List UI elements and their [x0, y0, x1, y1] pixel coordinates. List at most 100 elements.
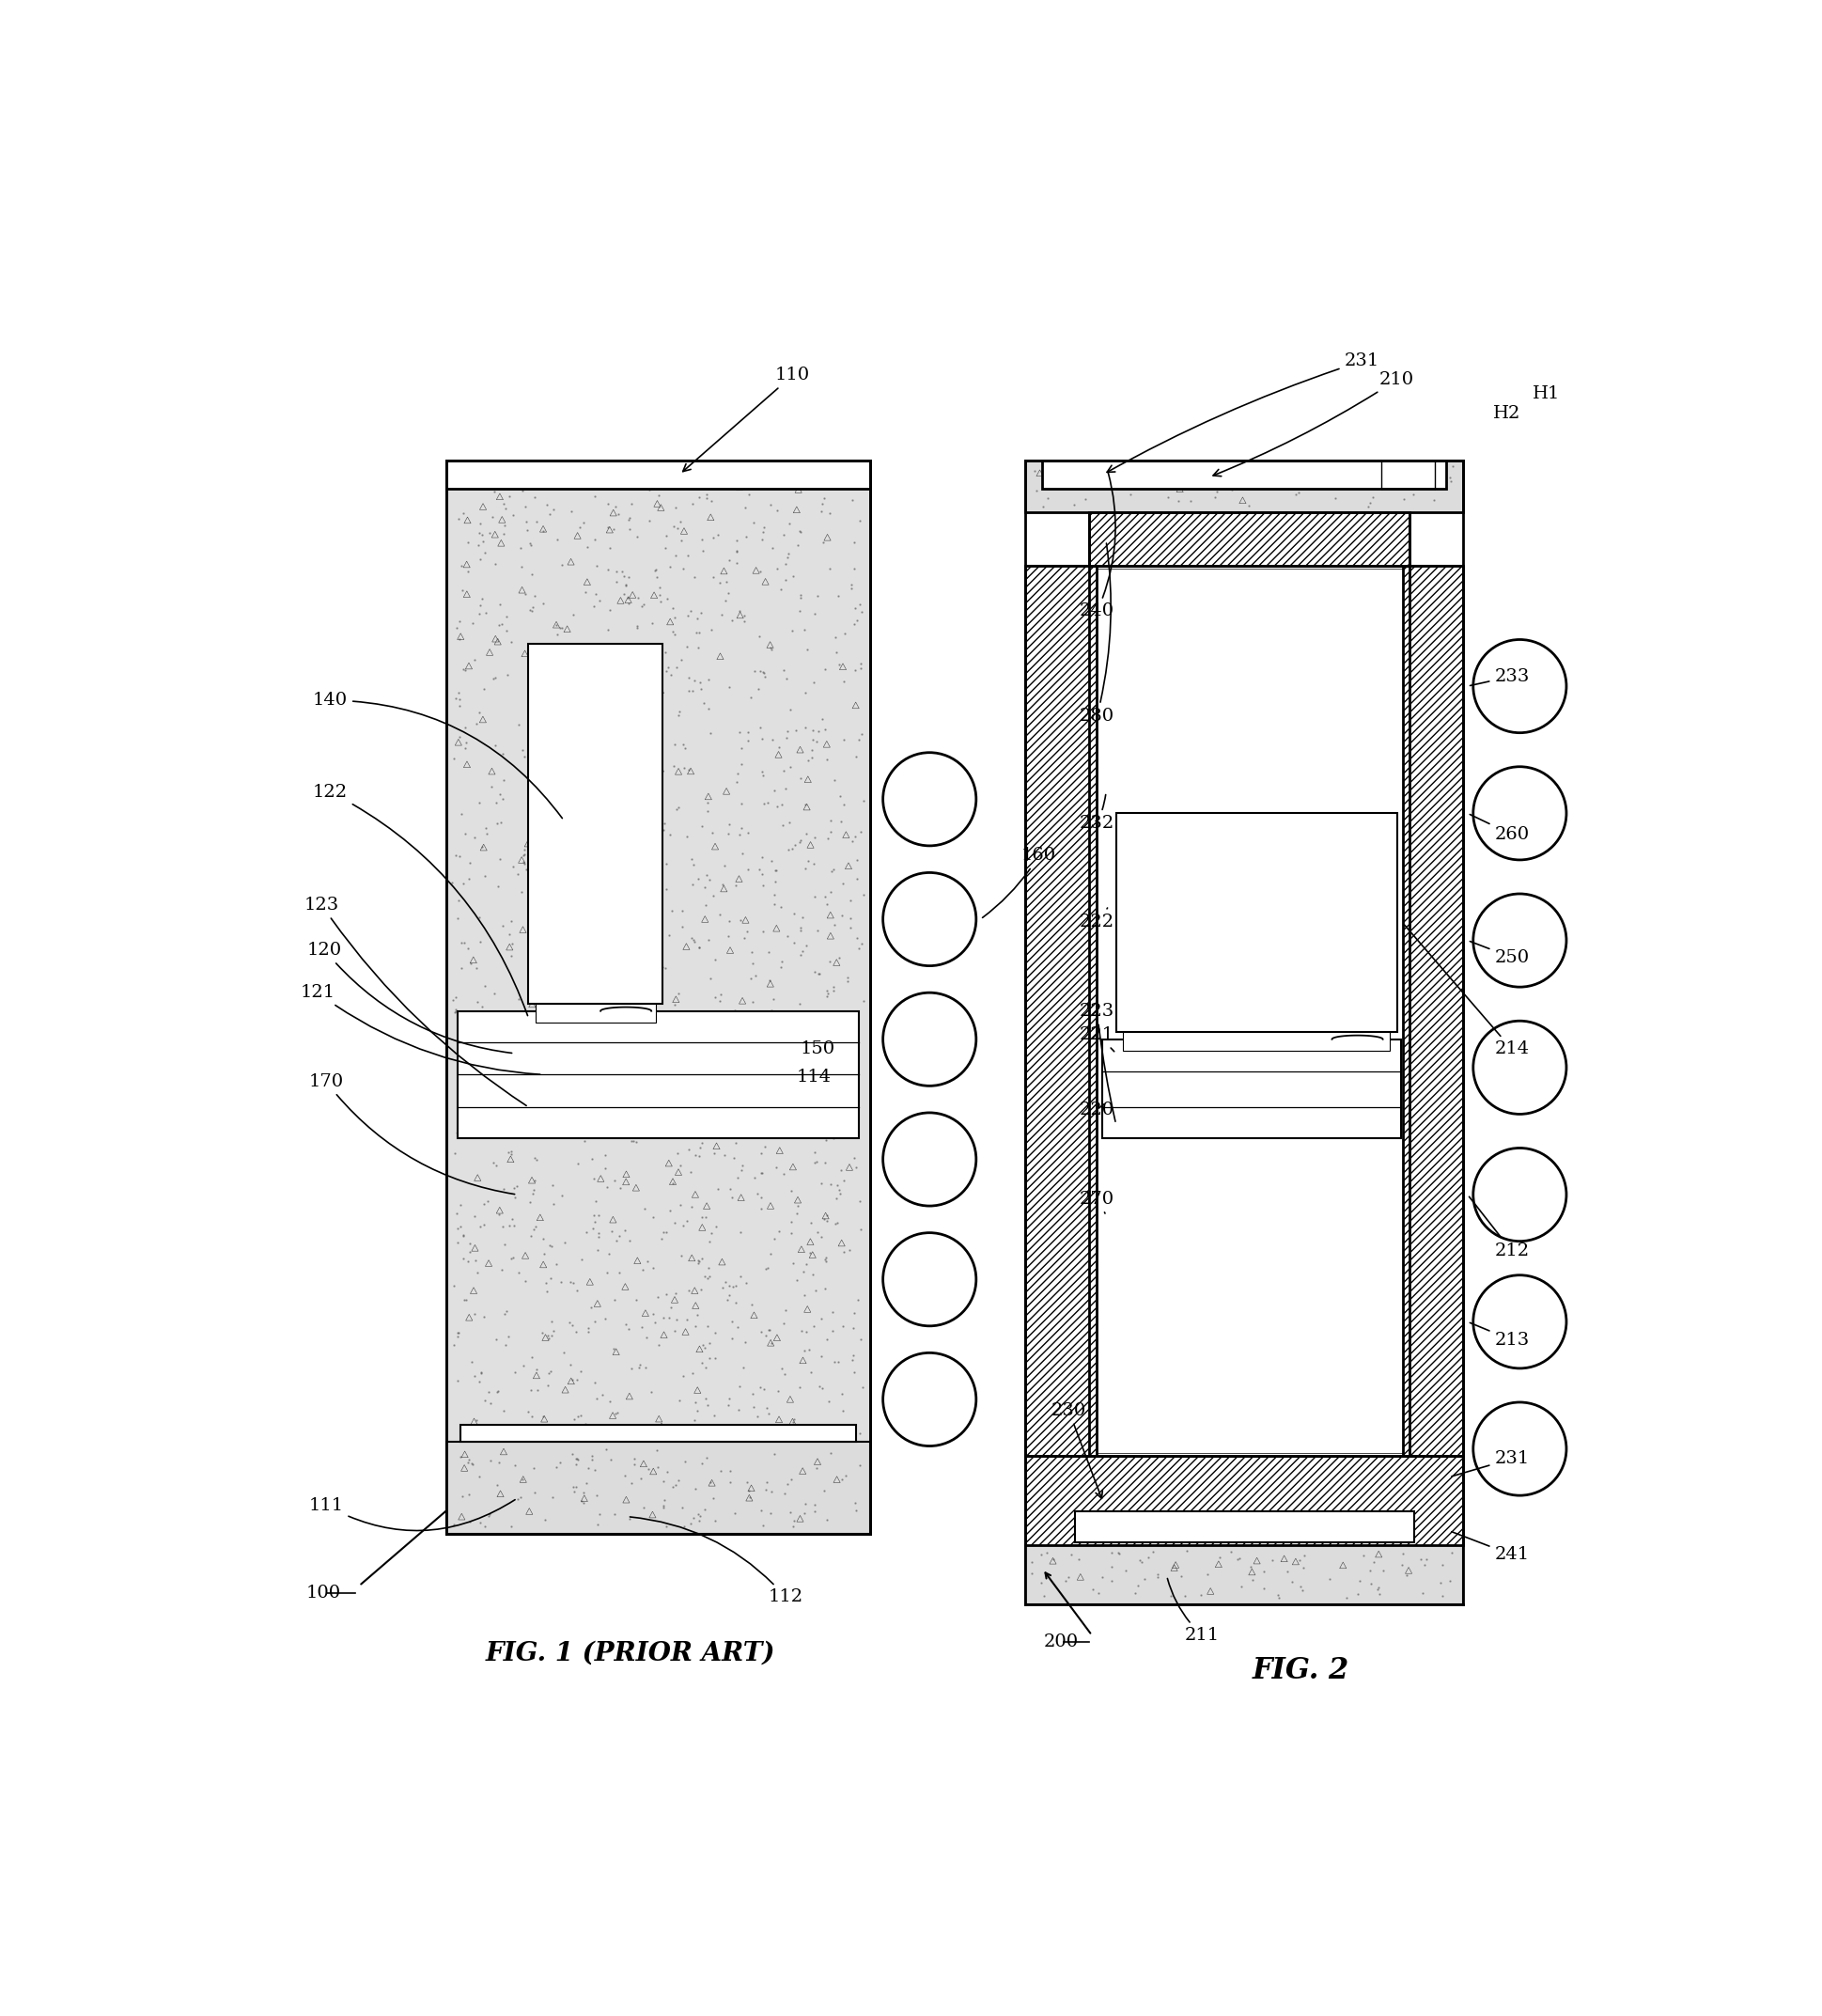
- Point: [490, 1298, 519, 1331]
- Point: [840, 593, 869, 625]
- Point: [514, 865, 543, 897]
- Point: [847, 927, 876, 960]
- Point: [1133, 1542, 1162, 1574]
- Point: [789, 935, 818, 968]
- Point: [769, 518, 798, 550]
- Point: [1250, 1572, 1279, 1605]
- Point: [619, 1447, 649, 1480]
- Point: [747, 1137, 776, 1169]
- Point: [692, 1389, 722, 1421]
- Point: [609, 708, 638, 740]
- Point: [692, 1441, 722, 1474]
- Point: [722, 869, 751, 901]
- Point: [825, 941, 855, 974]
- Point: [459, 643, 488, 675]
- Point: [683, 1248, 712, 1280]
- Point: [543, 1482, 572, 1514]
- Point: [594, 488, 623, 520]
- Point: [623, 776, 652, 808]
- Point: [691, 889, 720, 921]
- Point: [443, 1365, 472, 1397]
- Point: [528, 694, 558, 726]
- Point: [1164, 486, 1193, 518]
- Point: [791, 818, 820, 851]
- Point: [798, 724, 827, 756]
- Point: [760, 774, 789, 806]
- Point: [712, 1284, 742, 1316]
- Point: [497, 1042, 527, 1075]
- Point: [681, 1139, 711, 1171]
- Point: [785, 988, 814, 1020]
- Point: [654, 452, 683, 484]
- Point: [778, 560, 807, 593]
- Point: [1274, 462, 1303, 494]
- Point: [1399, 478, 1428, 510]
- Point: [603, 498, 632, 530]
- Point: [503, 1484, 532, 1516]
- Point: [640, 1202, 669, 1234]
- Point: [734, 478, 763, 510]
- Point: [661, 492, 691, 524]
- Point: [670, 1445, 700, 1478]
- Point: [800, 665, 829, 698]
- Point: [1363, 1572, 1392, 1605]
- Point: [541, 933, 570, 966]
- Point: [490, 1077, 519, 1109]
- Point: [596, 1500, 625, 1532]
- Point: [468, 831, 497, 863]
- Point: [649, 1216, 678, 1248]
- Point: [643, 480, 672, 512]
- Point: [497, 927, 527, 960]
- Point: [842, 740, 871, 772]
- Point: [1356, 1554, 1385, 1587]
- Point: [1028, 1538, 1057, 1570]
- Point: [800, 1310, 829, 1343]
- Point: [794, 1018, 824, 1050]
- Point: [1281, 478, 1310, 510]
- Point: [610, 560, 640, 593]
- Point: [579, 689, 609, 722]
- Point: [590, 710, 619, 742]
- Point: [466, 1357, 496, 1389]
- Point: [574, 736, 603, 768]
- Point: [798, 998, 827, 1030]
- Point: [1199, 472, 1228, 504]
- Point: [558, 1308, 587, 1341]
- Point: [791, 929, 820, 962]
- Point: [703, 1036, 732, 1068]
- Text: 112: 112: [630, 1516, 804, 1605]
- Point: [590, 631, 619, 663]
- Point: [670, 1506, 700, 1538]
- Point: [485, 843, 514, 875]
- Point: [519, 1214, 548, 1246]
- Point: [559, 1476, 589, 1508]
- Point: [1427, 1566, 1456, 1599]
- Point: [656, 1476, 685, 1508]
- Point: [809, 526, 838, 558]
- Point: [454, 1105, 483, 1137]
- Text: 213: 213: [1470, 1322, 1529, 1349]
- Point: [483, 1375, 512, 1407]
- Point: [709, 1064, 738, 1097]
- Point: [572, 992, 601, 1024]
- Point: [847, 718, 876, 750]
- Point: [720, 1032, 749, 1064]
- Point: [787, 1496, 816, 1528]
- Point: [776, 1206, 805, 1238]
- Point: [612, 569, 641, 601]
- Point: [734, 1468, 763, 1500]
- Point: [749, 869, 778, 901]
- Point: [725, 903, 754, 935]
- Point: [514, 452, 543, 484]
- Point: [844, 724, 873, 756]
- Point: [793, 1314, 822, 1347]
- Point: [722, 524, 751, 556]
- Point: [579, 1163, 609, 1195]
- Point: [660, 1091, 689, 1123]
- Point: [691, 1351, 720, 1383]
- Point: [731, 1040, 760, 1073]
- Point: [725, 595, 754, 627]
- Point: [558, 641, 587, 673]
- Point: [552, 952, 581, 984]
- Point: [727, 748, 756, 780]
